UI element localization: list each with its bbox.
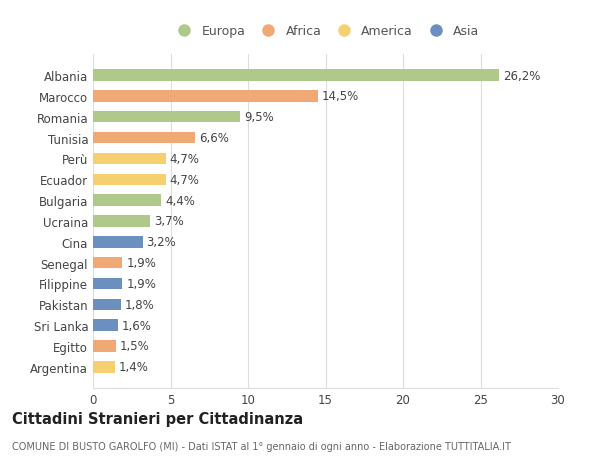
Bar bbox=[93, 195, 161, 207]
Bar bbox=[93, 320, 118, 331]
Text: 1,8%: 1,8% bbox=[125, 298, 155, 311]
Text: COMUNE DI BUSTO GAROLFO (MI) - Dati ISTAT al 1° gennaio di ogni anno - Elaborazi: COMUNE DI BUSTO GAROLFO (MI) - Dati ISTA… bbox=[12, 441, 511, 451]
Text: Cittadini Stranieri per Cittadinanza: Cittadini Stranieri per Cittadinanza bbox=[12, 411, 303, 426]
Bar bbox=[93, 153, 166, 165]
Bar bbox=[93, 257, 122, 269]
Bar bbox=[93, 341, 116, 352]
Text: 4,4%: 4,4% bbox=[165, 194, 195, 207]
Text: 26,2%: 26,2% bbox=[503, 69, 541, 83]
Text: 1,5%: 1,5% bbox=[120, 340, 150, 353]
Text: 1,9%: 1,9% bbox=[127, 277, 156, 291]
Text: 3,2%: 3,2% bbox=[146, 236, 176, 249]
Text: 1,9%: 1,9% bbox=[127, 257, 156, 269]
Bar bbox=[93, 361, 115, 373]
Bar bbox=[93, 133, 196, 144]
Text: 4,7%: 4,7% bbox=[170, 174, 200, 186]
Bar bbox=[93, 112, 240, 123]
Text: 1,4%: 1,4% bbox=[119, 360, 148, 374]
Bar bbox=[93, 174, 166, 185]
Bar bbox=[93, 91, 318, 102]
Text: 1,6%: 1,6% bbox=[122, 319, 152, 332]
Bar bbox=[93, 278, 122, 290]
Bar bbox=[93, 299, 121, 310]
Bar bbox=[93, 70, 499, 82]
Bar bbox=[93, 216, 151, 227]
Text: 6,6%: 6,6% bbox=[199, 132, 229, 145]
Text: 4,7%: 4,7% bbox=[170, 152, 200, 166]
Text: 3,7%: 3,7% bbox=[154, 215, 184, 228]
Text: 14,5%: 14,5% bbox=[322, 90, 359, 103]
Bar bbox=[93, 236, 143, 248]
Text: 9,5%: 9,5% bbox=[244, 111, 274, 124]
Legend: Europa, Africa, America, Asia: Europa, Africa, America, Asia bbox=[168, 22, 483, 42]
